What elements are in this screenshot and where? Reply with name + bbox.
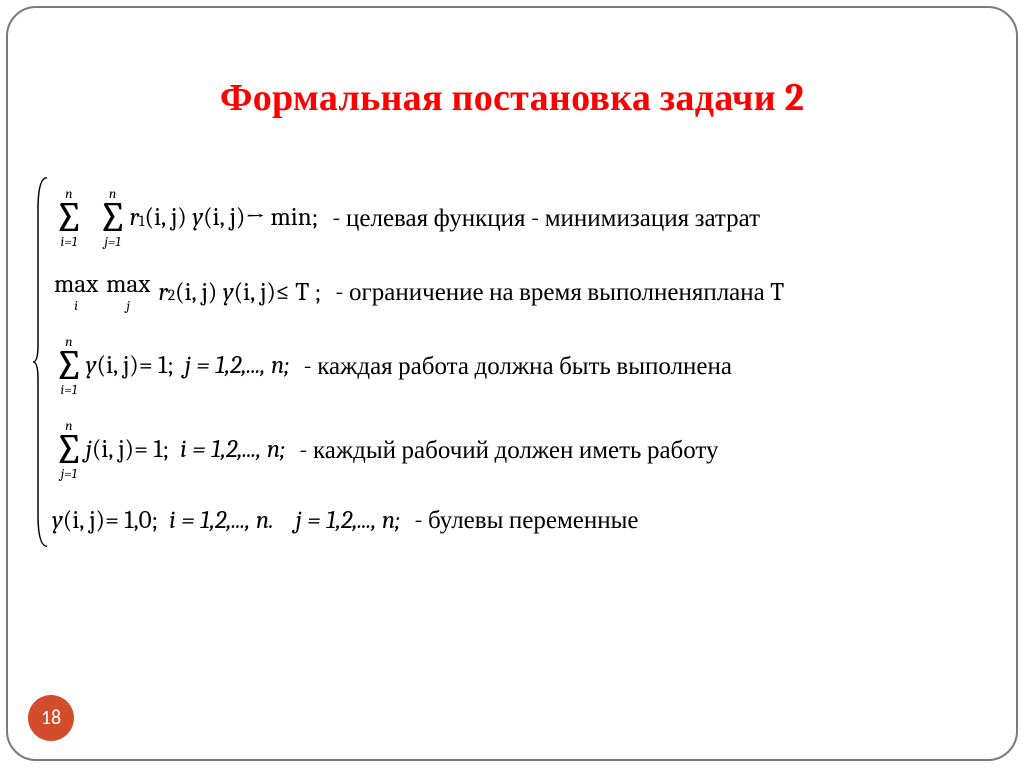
desc-2: - ограничение на время выполненяплана T bbox=[335, 278, 784, 307]
desc-1: - целевая функция - минимизация затрат bbox=[332, 204, 760, 233]
slide-frame: Формальная постановка задачи 2 n ∑ i=1 n bbox=[6, 6, 1018, 761]
sigma-icon: n ∑ j=1 bbox=[98, 187, 128, 249]
desc-4: - каждый рабочий должен иметь работу bbox=[299, 436, 718, 465]
left-brace bbox=[32, 176, 50, 548]
equation-row-2: max i max j r2(i, j) y(i, j) ≤ T ; - огр… bbox=[52, 260, 992, 324]
desc-5: - булевы переменные bbox=[414, 506, 638, 535]
formula-2: max i max j r2(i, j) y(i, j) ≤ T ; bbox=[52, 272, 321, 313]
formula-4: n ∑ j=1 j(i, j) = 1; i = 1,2,..., n; bbox=[52, 419, 285, 481]
formula-1: n ∑ i=1 n ∑ j=1 r1(i, j) y(i, j) → min; bbox=[52, 187, 318, 249]
equation-row-1: n ∑ i=1 n ∑ j=1 r1(i, j) y(i, j) → min; bbox=[52, 176, 992, 260]
equation-row-3: n ∑ i=1 y(i, j) = 1; j = 1,2,..., n; - к… bbox=[52, 324, 992, 408]
equation-row-4: n ∑ j=1 j(i, j) = 1; i = 1,2,..., n; - к… bbox=[52, 408, 992, 492]
equation-row-5: y(i, j) = 1,0; i = 1,2,..., n. j = 1,2,.… bbox=[52, 492, 992, 548]
equation-system: n ∑ i=1 n ∑ j=1 r1(i, j) y(i, j) → min; bbox=[32, 176, 992, 548]
formula-5: y(i, j) = 1,0; i = 1,2,..., n. j = 1,2,.… bbox=[52, 506, 400, 535]
sigma-icon: n ∑ i=1 bbox=[54, 335, 84, 397]
formula-3: n ∑ i=1 y(i, j) = 1; j = 1,2,..., n; bbox=[52, 335, 289, 397]
max-operator: max i bbox=[54, 272, 98, 313]
desc-3: - каждая работа должна быть выполнена bbox=[303, 352, 732, 381]
slide-title: Формальная постановка задачи 2 bbox=[32, 76, 992, 120]
sigma-icon: n ∑ j=1 bbox=[54, 419, 84, 481]
sigma-icon: n ∑ i=1 bbox=[54, 187, 84, 249]
page-number-badge: 18 bbox=[28, 695, 74, 741]
equation-rows: n ∑ i=1 n ∑ j=1 r1(i, j) y(i, j) → min; bbox=[50, 176, 992, 548]
max-operator: max j bbox=[106, 272, 150, 313]
